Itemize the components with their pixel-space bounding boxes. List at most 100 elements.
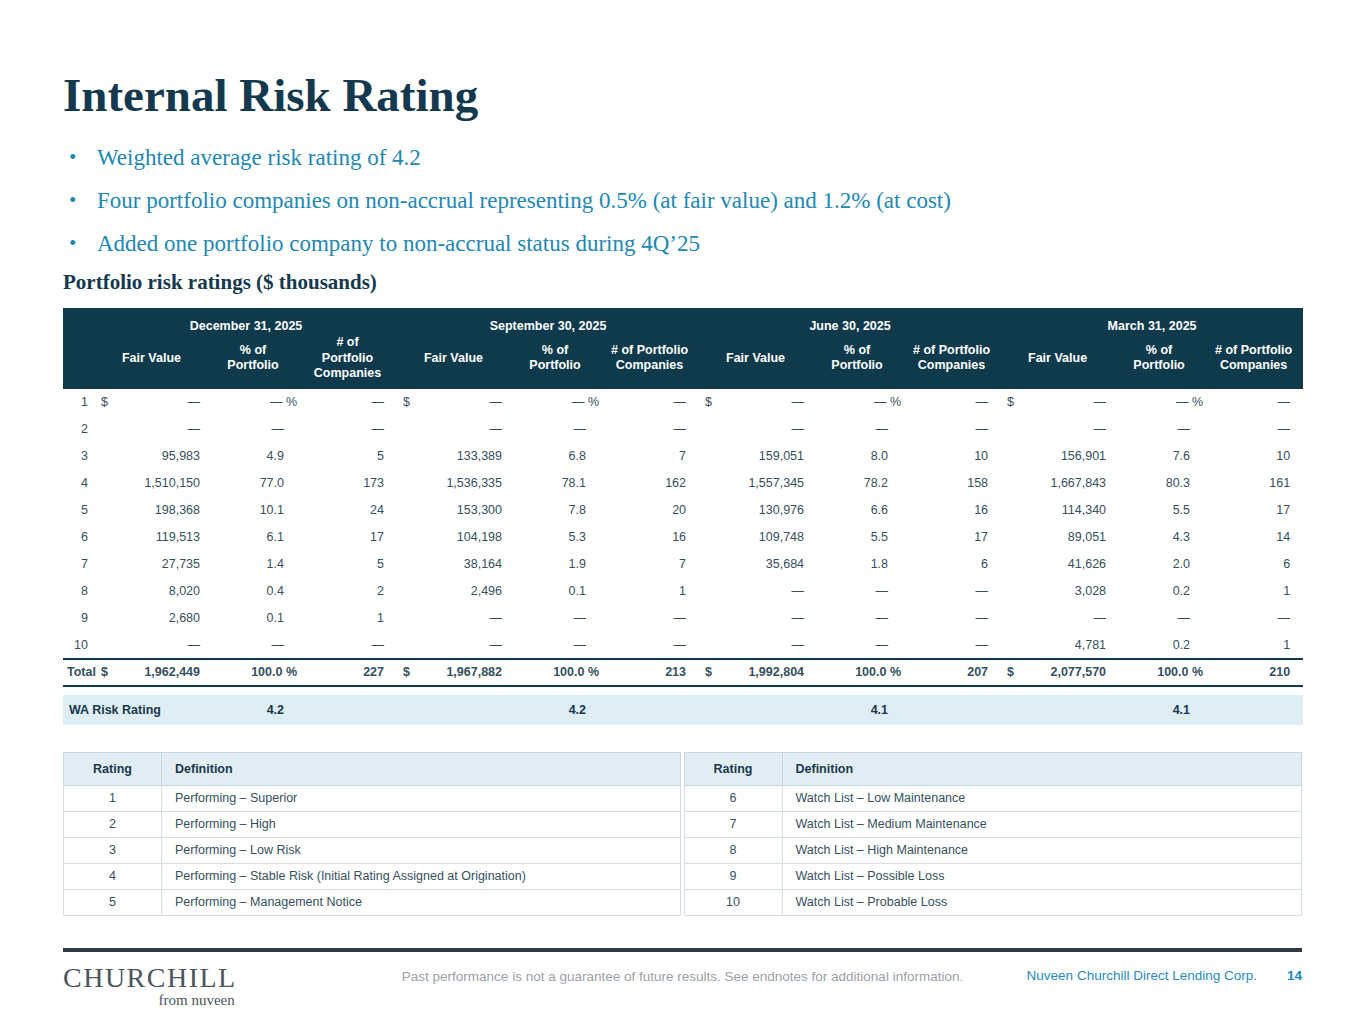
pct-portfolio: 7.8	[510, 497, 600, 524]
num-companies: —	[298, 632, 397, 659]
definition-text: Watch List – Probable Loss	[782, 889, 1302, 915]
num-companies: 5	[298, 443, 397, 470]
definition-rating: 3	[64, 837, 162, 863]
wa-risk-rating-value: 4.2	[208, 695, 298, 725]
page-number: 14	[1287, 968, 1302, 983]
num-companies: —	[902, 416, 1001, 443]
num-companies: 14	[1204, 524, 1303, 551]
num-companies: 16	[902, 497, 1001, 524]
rating-row: 395,9834.95133,3896.87159,0518.010156,90…	[63, 443, 1303, 470]
rating-row: 92,6800.11—————————	[63, 605, 1303, 632]
pct-portfolio: 5.5	[1114, 497, 1204, 524]
fair-value-wrap: 38,164	[397, 557, 510, 571]
fair-value: 95,983	[105, 449, 208, 463]
rating-row: 6119,5136.117104,1985.316109,7485.51789,…	[63, 524, 1303, 551]
fair-value: 41,626	[1011, 557, 1114, 571]
rating-row: 41,510,15077.01731,536,33578.11621,557,3…	[63, 470, 1303, 497]
pct-portfolio: — %	[1114, 389, 1204, 416]
corner-cell	[63, 308, 95, 335]
fair-value-cell: —	[699, 578, 812, 605]
num-companies: 24	[298, 497, 397, 524]
wa-spacer	[298, 695, 397, 725]
fair-value-wrap: 119,513	[95, 530, 208, 544]
fair-value-wrap: —	[95, 638, 208, 652]
fair-value-wrap: —	[699, 611, 812, 625]
num-companies: —	[902, 605, 1001, 632]
fair-value-wrap: —	[397, 638, 510, 652]
pct-portfolio: 100.0 %	[510, 659, 600, 686]
num-companies: 1	[600, 578, 699, 605]
rating-row: 727,7351.4538,1641.9735,6841.8641,6262.0…	[63, 551, 1303, 578]
fair-value-wrap: 198,368	[95, 503, 208, 517]
definition-row: 8Watch List – High Maintenance	[684, 837, 1302, 863]
num-companies: —	[902, 632, 1001, 659]
fair-value: —	[712, 395, 812, 409]
fair-value: 1,967,882	[410, 665, 510, 679]
wa-row: WA Risk Rating4.24.24.14.1	[63, 695, 1303, 725]
pct-portfolio-header: % of Portfolio	[510, 335, 600, 389]
fair-value-cell: 119,513	[95, 524, 208, 551]
pct-portfolio: 0.4	[208, 578, 298, 605]
fair-value: —	[709, 611, 812, 625]
pct-portfolio-header: % of Portfolio	[1114, 335, 1204, 389]
fair-value: —	[709, 584, 812, 598]
num-companies: 10	[902, 443, 1001, 470]
fair-value-wrap: $1,967,882	[397, 665, 510, 679]
fair-value-cell: —	[95, 632, 208, 659]
pct-portfolio: —	[510, 632, 600, 659]
fair-value: 114,340	[1011, 503, 1114, 517]
pct-portfolio: —	[812, 578, 902, 605]
period-label: December 31, 2025	[95, 308, 397, 335]
fair-value: —	[105, 422, 208, 436]
fair-value: —	[407, 611, 510, 625]
fair-value-cell: —	[397, 416, 510, 443]
fair-value-wrap: $—	[95, 395, 208, 409]
rating-row: 5198,36810.124153,3007.820130,9766.61611…	[63, 497, 1303, 524]
fair-value-cell: $1,962,449	[95, 659, 208, 686]
num-companies: —	[600, 605, 699, 632]
pct-portfolio: 77.0	[208, 470, 298, 497]
pct-portfolio: 5.3	[510, 524, 600, 551]
disclaimer-text: Past performance is not a guarantee of f…	[402, 969, 963, 984]
table-title: Portfolio risk ratings ($ thousands)	[63, 270, 1302, 295]
fair-value-wrap: 3,028	[1001, 584, 1114, 598]
pct-portfolio: —	[510, 605, 600, 632]
wa-risk-rating-band: WA Risk Rating4.24.24.14.1	[63, 695, 1303, 725]
pct-portfolio: 6.8	[510, 443, 600, 470]
rating-column-header: Rating	[684, 752, 782, 785]
pct-portfolio: 100.0 %	[812, 659, 902, 686]
num-companies: 6	[1204, 551, 1303, 578]
num-companies: 207	[902, 659, 1001, 686]
fair-value-cell: 3,028	[1001, 578, 1114, 605]
fair-value-cell: 27,735	[95, 551, 208, 578]
fair-value-header: Fair Value	[95, 335, 208, 389]
num-companies: 7	[600, 551, 699, 578]
currency-symbol: $	[397, 665, 410, 679]
definition-row: 9Watch List – Possible Loss	[684, 863, 1302, 889]
fair-value-wrap: —	[699, 584, 812, 598]
period-header-row: December 31, 2025September 30, 2025June …	[63, 308, 1303, 335]
fair-value-wrap: —	[699, 638, 812, 652]
fair-value: 1,510,150	[105, 476, 208, 490]
fair-value: —	[108, 395, 208, 409]
definition-text: Performing – Management Notice	[162, 889, 681, 915]
total-label: Total	[63, 659, 95, 686]
num-companies: —	[1204, 389, 1303, 416]
churchill-logo: CHURCHILL from nuveen	[63, 963, 237, 1009]
rating-number: 10	[63, 632, 95, 659]
fair-value-cell: 198,368	[95, 497, 208, 524]
fair-value-wrap: 8,020	[95, 584, 208, 598]
pct-portfolio: 5.5	[812, 524, 902, 551]
fair-value: 130,976	[709, 503, 812, 517]
num-companies: 17	[1204, 497, 1303, 524]
fair-value: —	[1014, 395, 1114, 409]
pct-portfolio: 100.0 %	[1114, 659, 1204, 686]
wa-risk-rating-value: 4.1	[1114, 695, 1204, 725]
definition-column-header: Definition	[162, 752, 681, 785]
definition-row: 3Performing – Low Risk	[64, 837, 681, 863]
fair-value-wrap: 153,300	[397, 503, 510, 517]
fair-value: 4,781	[1011, 638, 1114, 652]
wa-spacer	[902, 695, 1001, 725]
definition-rating: 10	[684, 889, 782, 915]
pct-portfolio: 4.3	[1114, 524, 1204, 551]
